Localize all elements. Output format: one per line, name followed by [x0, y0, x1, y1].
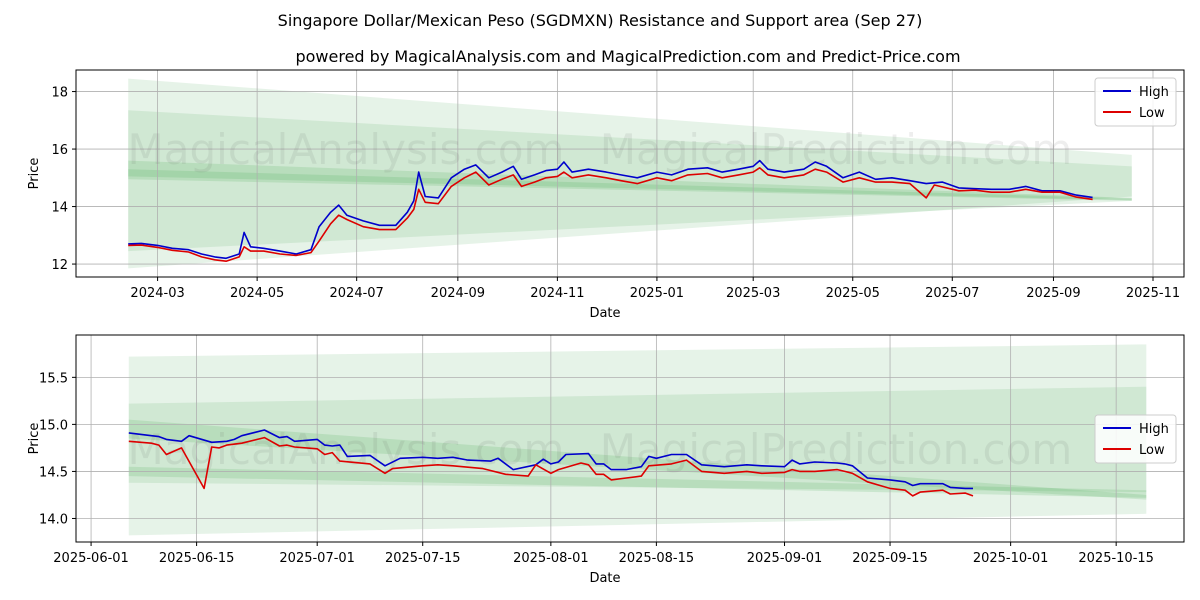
chart-subtitle: powered by MagicalAnalysis.com and Magic… [295, 47, 960, 66]
x-tick-label: 2025-01 [630, 286, 684, 301]
y-axis-label: Price [27, 158, 42, 190]
x-tick-label: 2025-08-15 [619, 551, 695, 566]
y-tick-label: 15.5 [39, 371, 68, 386]
watermark: MagicalPrediction.com [600, 125, 1073, 174]
y-axis-label: Price [27, 423, 42, 455]
y-tick-label: 14.5 [39, 465, 68, 480]
series-line-high [128, 429, 973, 490]
series [128, 159, 1093, 262]
y-tick-label: 16 [51, 143, 68, 158]
x-tick-label: 2025-03 [726, 286, 780, 301]
y-tick-label: 12 [51, 258, 68, 273]
x-tick-label: 2024-07 [330, 286, 384, 301]
band-2 [128, 386, 1147, 493]
x-tick-label: 2025-10-01 [973, 551, 1049, 566]
x-tick-label: 2025-08-01 [513, 551, 589, 566]
x-axis-label: Date [589, 306, 620, 321]
band-4 [128, 169, 1132, 201]
series-line-low [128, 436, 974, 497]
x-tick-label: 2024-11 [530, 286, 584, 301]
series [128, 429, 974, 497]
axes-frame [75, 69, 1185, 278]
legend: High Low [1094, 414, 1177, 464]
x-axis-label: Date [589, 571, 620, 586]
y-tick-label: 14.0 [39, 512, 68, 527]
band-1 [128, 344, 1147, 536]
watermark: MagicalPrediction.com [600, 425, 1073, 474]
legend-label-low: Low [1139, 106, 1165, 121]
band-2 [128, 110, 1132, 252]
band-1 [128, 78, 1132, 269]
x-tick-label: 2025-07-01 [279, 551, 355, 566]
y-tick-label: 14 [51, 201, 68, 216]
legend-label-high: High [1139, 85, 1169, 100]
x-tick-label: 2025-07 [925, 286, 979, 301]
band-3 [128, 160, 1132, 201]
series-line-high [128, 159, 1093, 260]
upper-chart-panel: MagicalAnalysis.com MagicalPrediction.com… [27, 69, 1185, 321]
support-resistance-bands [128, 344, 1147, 536]
x-tick-label: 2025-06-15 [159, 551, 235, 566]
x-tick-label: 2025-05 [826, 286, 880, 301]
x-tick-label: 2025-10-15 [1078, 551, 1154, 566]
support-resistance-bands [128, 78, 1132, 269]
legend-label-high: High [1139, 422, 1169, 437]
y-tick-label: 15.0 [39, 418, 68, 433]
x-tick-label: 2025-09 [1026, 286, 1080, 301]
x-tick-label: 2024-09 [431, 286, 485, 301]
band-4 [128, 466, 1147, 498]
y-tick-label: 18 [51, 86, 68, 101]
series-line-low [128, 167, 1093, 262]
x-tick-label: 2025-09-15 [852, 551, 928, 566]
x-tick-label: 2025-11 [1126, 286, 1180, 301]
grid [76, 335, 1184, 542]
x-tick-label: 2025-09-01 [747, 551, 823, 566]
chart-title: Singapore Dollar/Mexican Peso (SGDMXN) R… [278, 11, 923, 30]
x-tick-label: 2024-05 [230, 286, 284, 301]
legend-label-low: Low [1139, 443, 1165, 458]
lower-chart-panel: MagicalAnalysis.com MagicalPrediction.com… [27, 334, 1185, 586]
watermark: MagicalAnalysis.com [128, 425, 565, 474]
axes-frame [75, 334, 1185, 543]
grid [76, 70, 1184, 277]
x-tick-label: 2024-03 [130, 286, 184, 301]
watermark: MagicalAnalysis.com [128, 125, 565, 174]
legend: High Low [1094, 77, 1177, 127]
x-tick-label: 2025-06-01 [53, 551, 129, 566]
x-tick-label: 2025-07-15 [385, 551, 461, 566]
